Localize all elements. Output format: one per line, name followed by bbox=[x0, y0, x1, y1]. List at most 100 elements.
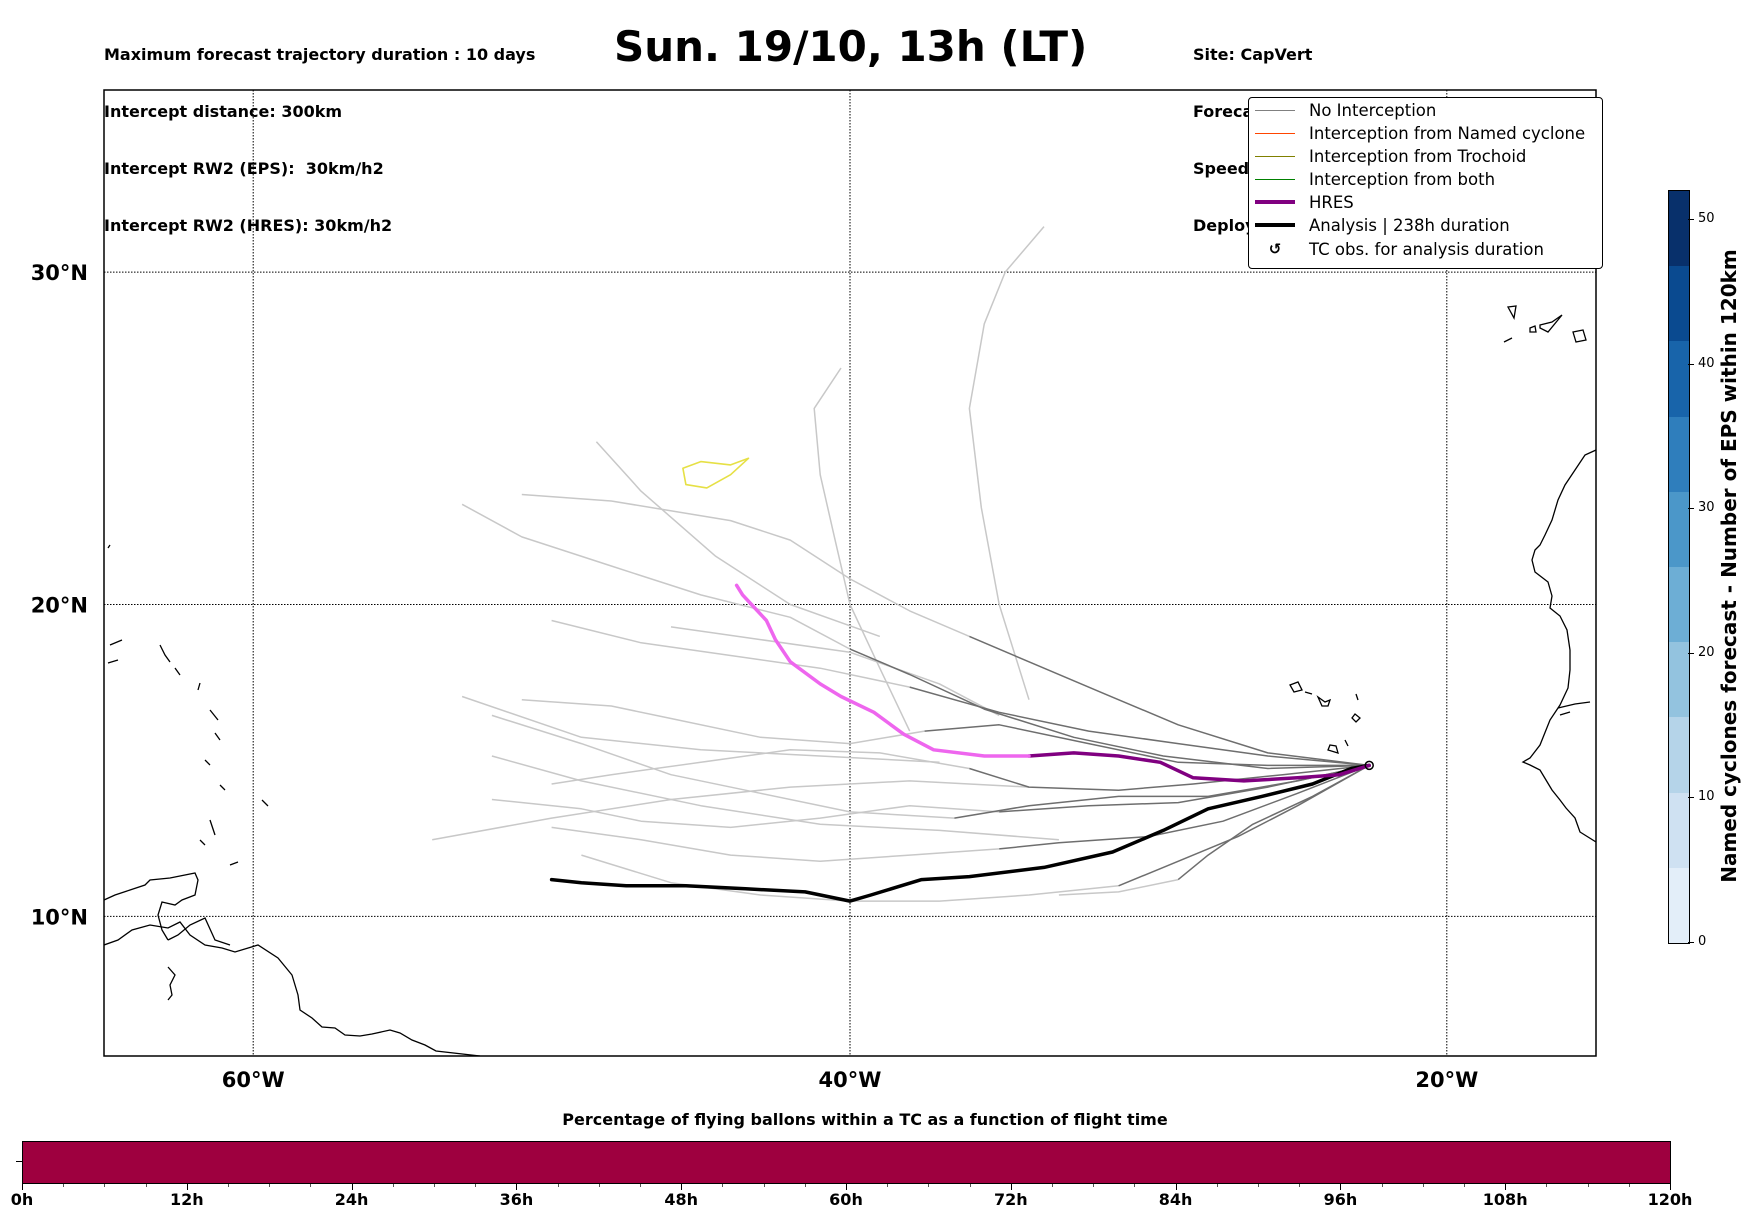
lon-tick-label: 60°W bbox=[222, 1068, 285, 1092]
ensemble-trajectory-late bbox=[491, 755, 1059, 841]
timebar-minor-tick bbox=[104, 1184, 106, 1187]
ensemble-trajectory-late bbox=[461, 695, 940, 764]
colorbar-tick-label: 0 bbox=[1687, 934, 1706, 949]
ensemble-trajectory-late bbox=[432, 780, 1030, 841]
timebar-tick bbox=[1505, 1184, 1507, 1190]
lat-tick-label: 20°N bbox=[31, 594, 88, 618]
timebar-tick bbox=[846, 1184, 847, 1190]
run-parameters: Maximum forecast trajectory duration : 1… bbox=[104, 7, 535, 254]
info-max-duration: Maximum forecast trajectory duration : 1… bbox=[104, 45, 536, 64]
ensemble-trajectory-late bbox=[968, 226, 1045, 700]
axis-ticks: 60°W 40°W 20°W 30°N 20°N 10°N bbox=[31, 261, 1479, 1092]
timebar-tick-label: 48h bbox=[664, 1190, 699, 1209]
legend-label: Interception from Named cyclone bbox=[1309, 123, 1586, 143]
timebar-tick bbox=[1175, 1184, 1177, 1190]
timebar-title: Percentage of flying ballons within a TC… bbox=[562, 1110, 1168, 1129]
timebar-minor-tick bbox=[269, 1184, 271, 1187]
legend-item-trochoid: Interception from Trochoid bbox=[1249, 145, 1526, 167]
timebar-minor-tick bbox=[928, 1184, 930, 1187]
timebar-tick-label: 12h bbox=[169, 1190, 204, 1209]
timebar-tick bbox=[1010, 1184, 1012, 1190]
timebar-minor-tick bbox=[1258, 1184, 1259, 1187]
coastline-canary-islands bbox=[1503, 305, 1587, 343]
colorbar-segment bbox=[1669, 341, 1689, 417]
timebar-minor-tick bbox=[804, 1184, 806, 1187]
colorbar-segment bbox=[1669, 266, 1689, 342]
timebar-tick-label: 60h bbox=[829, 1190, 863, 1209]
timebar-minor-tick bbox=[1052, 1184, 1053, 1187]
ensemble-trajectory-late bbox=[595, 441, 881, 638]
info-intercept-hres: Intercept RW2 (HRES): 30km/h2 bbox=[104, 216, 393, 235]
timebar-tick-label: 0h bbox=[10, 1190, 34, 1209]
ensemble-trajectory bbox=[969, 764, 1370, 791]
timebar-tick-label: 108h bbox=[1482, 1190, 1528, 1209]
timebar-tick bbox=[186, 1184, 188, 1190]
ensemble-trajectory bbox=[1118, 764, 1370, 887]
map-title: Sun. 19/10, 13h (LT) bbox=[614, 22, 1088, 71]
info-intercept-distance: Intercept distance: 300km bbox=[104, 102, 343, 121]
coastline-trinidad-venezuela bbox=[104, 872, 199, 941]
coastline-guinea-bissau bbox=[1557, 701, 1591, 716]
trajectory-hres bbox=[1027, 751, 1371, 783]
timebar-tick-label: 120h bbox=[1647, 1190, 1693, 1209]
ensemble-trajectory-late bbox=[491, 798, 1000, 829]
timebar-minor-tick bbox=[1216, 1184, 1218, 1187]
colorbar-segment bbox=[1669, 191, 1689, 267]
timebar-minor-tick bbox=[1093, 1184, 1095, 1187]
trajectory-hres-late bbox=[734, 583, 1031, 758]
timebar-minor-tick bbox=[640, 1184, 641, 1187]
launch-site-marker bbox=[1364, 760, 1374, 771]
lat-tick-label: 10°N bbox=[31, 905, 88, 929]
timebar-minor-tick bbox=[1546, 1184, 1548, 1187]
timebar-tick-label: 72h bbox=[993, 1190, 1028, 1209]
timebar-tick-label: 36h bbox=[499, 1190, 534, 1209]
colorbar-tick-label: 30 bbox=[1688, 500, 1715, 515]
ensemble-trajectory-late bbox=[670, 626, 1000, 717]
ensemble-trajectory-late bbox=[1058, 878, 1179, 896]
legend-item-no-interception: No Interception bbox=[1249, 99, 1436, 121]
colorbar-segment bbox=[1669, 491, 1689, 567]
colorbar-tick-label: 10 bbox=[1688, 789, 1715, 804]
timebar-tick-label: 24h bbox=[334, 1190, 369, 1209]
timebar-minor-tick bbox=[145, 1184, 147, 1187]
coastline-island bbox=[167, 966, 176, 1001]
coastline-south-america bbox=[104, 921, 481, 1056]
legend-item-both: Interception from both bbox=[1249, 168, 1495, 190]
timebar-minor-tick bbox=[310, 1184, 312, 1187]
ensemble-trajectory-late bbox=[491, 714, 955, 819]
trajectory-trochoid bbox=[682, 457, 750, 489]
timebar-tick bbox=[1340, 1184, 1342, 1190]
colorbar-segment bbox=[1669, 566, 1689, 643]
legend-label: Interception from Trochoid bbox=[1309, 146, 1527, 166]
legend-item-named-cyclone: Interception from Named cyclone bbox=[1249, 122, 1585, 144]
coastline-antilles bbox=[107, 544, 269, 866]
timebar-minor-tick bbox=[1422, 1184, 1424, 1187]
legend-swatch bbox=[1255, 155, 1295, 157]
legend-item-analysis: Analysis | 238h duration bbox=[1249, 214, 1510, 236]
timebar-minor-tick bbox=[1299, 1184, 1301, 1187]
legend: No Interception Interception from Named … bbox=[1248, 97, 1603, 269]
ensemble-trajectory bbox=[999, 764, 1370, 850]
ensemble-trajectory-late bbox=[521, 698, 925, 745]
legend-label: Interception from both bbox=[1309, 169, 1496, 189]
timebar-minor-tick bbox=[392, 1184, 394, 1187]
ensemble-trajectory bbox=[849, 648, 1370, 770]
legend-label: No Interception bbox=[1309, 100, 1437, 120]
colorbar-tick-label: 40 bbox=[1688, 356, 1715, 371]
timebar-minor-tick bbox=[598, 1184, 600, 1187]
legend-label: TC obs. for analysis duration bbox=[1309, 239, 1544, 259]
legend-item-tc-obs: ↺ TC obs. for analysis duration bbox=[1249, 238, 1544, 260]
timebar-minor-tick bbox=[1628, 1184, 1630, 1187]
timebar-minor-tick bbox=[887, 1184, 889, 1187]
timebar-minor-tick bbox=[969, 1184, 971, 1187]
ensemble-trajectory bbox=[924, 724, 1370, 767]
ensemble-trajectory-late bbox=[521, 493, 970, 638]
timebar-minor-tick bbox=[434, 1184, 435, 1187]
timebar-tick bbox=[681, 1184, 683, 1190]
tc-percentage-timebar bbox=[22, 1141, 1671, 1184]
coastlines bbox=[104, 305, 1596, 1056]
legend-swatch bbox=[1255, 132, 1295, 134]
colorbar-segment bbox=[1669, 792, 1689, 868]
colorbar-label: Named cyclones forecast - Number of EPS … bbox=[1717, 249, 1741, 883]
